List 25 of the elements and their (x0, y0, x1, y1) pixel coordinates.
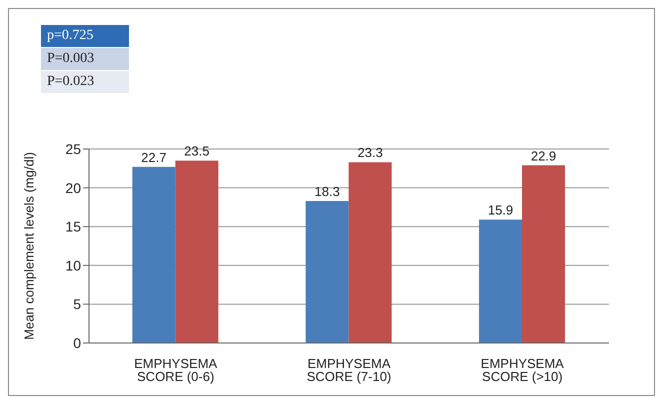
bar (175, 160, 218, 343)
data-label: 15.9 (488, 202, 514, 218)
data-label: 18.3 (314, 184, 340, 199)
bar (348, 162, 392, 343)
bar (522, 165, 565, 343)
x-tick-label: EMPHYSEMA SCORE (0-6) (134, 356, 218, 384)
data-label: 22.7 (141, 150, 166, 165)
y-axis-title: Mean complement levels (mg/dl) (22, 152, 37, 340)
y-tick-label: 5 (73, 296, 82, 312)
data-label: 22.9 (530, 148, 556, 164)
text: P=0.023 (41, 71, 129, 93)
y-tick-label: 0 (73, 334, 82, 351)
y-tick-label: 25 (65, 140, 82, 157)
bar (132, 166, 176, 343)
text: p=0.725 (41, 25, 129, 47)
data-label: 23.3 (358, 145, 383, 160)
x-tick-label: EMPHYSEMA SCORE (>10) (480, 356, 564, 384)
y-tick-label: 10 (65, 257, 82, 274)
y-tick-label: 20 (65, 180, 82, 196)
bar (306, 200, 349, 343)
data-label: 23.5 (184, 144, 210, 159)
bar (479, 220, 522, 343)
y-tick-label: 15 (65, 218, 82, 235)
text: P=0.003 (41, 48, 129, 70)
x-tick-label: EMPHYSEMA SCORE (7-10) (306, 356, 392, 384)
